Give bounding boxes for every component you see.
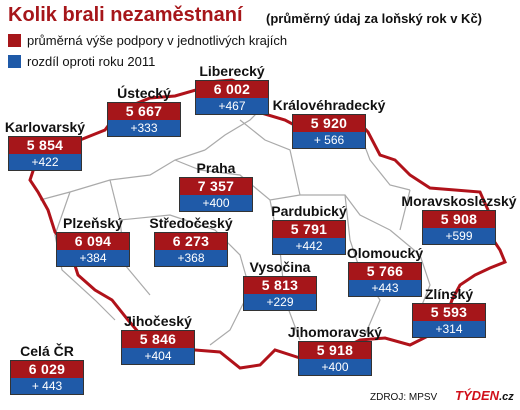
region-name: Ústecký [117, 85, 171, 101]
region-value: 5 920 [293, 115, 365, 132]
region-box: 5 854 +422 [8, 136, 82, 171]
region-value: 5 766 [349, 263, 421, 280]
legend-swatch-blue [8, 54, 21, 68]
region-jihomoravsky[interactable]: Jihomoravský 5 918 +400 [288, 324, 382, 376]
region-diff: +443 [349, 280, 421, 296]
region-diff: +333 [108, 120, 180, 136]
region-value: 6 094 [57, 233, 129, 250]
region-box: 5 813 +229 [243, 276, 317, 311]
region-diff: +368 [155, 250, 227, 266]
region-diff: +384 [57, 250, 129, 266]
region-box: 5 920 + 566 [292, 114, 366, 149]
region-moravskoslezsky[interactable]: Moravskoslezský 5 908 +599 [401, 193, 517, 245]
page-subtitle: (průměrný údaj za loňský rok v Kč) [266, 11, 483, 26]
region-value: 6 029 [11, 361, 83, 378]
region-value: 7 357 [180, 178, 252, 195]
region-diff: +400 [299, 359, 371, 375]
region-name: Celá ČR [20, 343, 74, 359]
region-name: Královéhradecký [272, 97, 386, 113]
region-diff: +467 [196, 98, 268, 114]
region-diff: +314 [413, 321, 485, 337]
region-pardubicky[interactable]: Pardubický 5 791 +442 [271, 203, 347, 255]
region-kralovehradecky[interactable]: Královéhradecký 5 920 + 566 [273, 97, 385, 149]
region-value: 5 593 [413, 304, 485, 321]
region-diff: +400 [180, 195, 252, 211]
region-name: Karlovarský [4, 119, 86, 135]
region-value: 5 846 [122, 331, 194, 348]
region-diff: +442 [273, 238, 345, 254]
legend-label: průměrná výše podpory v jednotlivých kra… [27, 32, 288, 48]
region-stredocesky[interactable]: Středočeský 6 273 +368 [149, 215, 233, 267]
region-olomoucky[interactable]: Olomoucký 5 766 +443 [347, 245, 423, 297]
region-name: Liberecký [199, 63, 265, 79]
region-name: Středočeský [149, 215, 233, 231]
brand-logo[interactable]: TÝDEN.cz [455, 388, 514, 403]
region-name: Plzeňský [63, 215, 123, 231]
region-value: 5 791 [273, 221, 345, 238]
legend-label: rozdíl oproti roku 2011 [27, 53, 156, 69]
region-plzensky[interactable]: Plzeňský 6 094 +384 [56, 215, 130, 267]
region-box: 5 908 +599 [422, 210, 496, 245]
region-diff: +404 [122, 348, 194, 364]
region-value: 5 667 [108, 103, 180, 120]
region-vysocina[interactable]: Vysočina 5 813 +229 [243, 259, 317, 311]
region-value: 6 273 [155, 233, 227, 250]
region-name: Jihomoravský [287, 324, 383, 340]
region-box: 6 029 + 443 [10, 360, 84, 395]
region-box: 5 791 +442 [272, 220, 346, 255]
region-value: 6 002 [196, 81, 268, 98]
region-name: Olomoucký [346, 245, 424, 261]
region-box: 6 002 +467 [195, 80, 269, 115]
legend-swatch-red [8, 33, 21, 47]
region-praha[interactable]: Praha 7 357 +400 [179, 160, 253, 212]
region-value: 5 908 [423, 211, 495, 228]
region-name: Moravskoslezský [401, 193, 517, 209]
source-note: ZDROJ: MPSV [370, 392, 438, 403]
region-box: 5 593 +314 [412, 303, 486, 338]
region-value: 5 813 [244, 277, 316, 294]
region-name: Zlínský [424, 286, 474, 302]
region-diff: + 566 [293, 132, 365, 148]
region-cela-cr[interactable]: Celá ČR 6 029 + 443 [10, 343, 84, 395]
brand-suffix: .cz [499, 391, 514, 403]
brand-name: TÝDEN [455, 388, 500, 403]
region-value: 5 918 [299, 342, 371, 359]
region-diff: +599 [423, 228, 495, 244]
region-ustecky[interactable]: Ústecký 5 667 +333 [107, 85, 181, 137]
region-box: 6 094 +384 [56, 232, 130, 267]
region-jihocesky[interactable]: Jihočeský 5 846 +404 [121, 313, 195, 365]
region-liberecky[interactable]: Liberecký 6 002 +467 [195, 63, 269, 115]
region-box: 6 273 +368 [154, 232, 228, 267]
region-karlovarsky[interactable]: Karlovarský 5 854 +422 [5, 119, 85, 171]
region-zlinsky[interactable]: Zlínský 5 593 +314 [412, 286, 486, 338]
region-diff: +422 [9, 154, 81, 170]
region-value: 5 854 [9, 137, 81, 154]
region-box: 5 667 +333 [107, 102, 181, 137]
region-name: Vysočina [249, 259, 311, 275]
page-title: Kolik brali nezaměstnaní [8, 4, 243, 26]
region-diff: + 443 [11, 378, 83, 394]
region-name: Pardubický [271, 203, 347, 219]
region-name: Jihočeský [124, 313, 192, 329]
region-box: 7 357 +400 [179, 177, 253, 212]
region-box: 5 766 +443 [348, 262, 422, 297]
region-diff: +229 [244, 294, 316, 310]
region-box: 5 846 +404 [121, 330, 195, 365]
legend-item-diff: rozdíl oproti roku 2011 [8, 53, 155, 69]
legend-item-support: průměrná výše podpory v jednotlivých kra… [8, 32, 287, 48]
region-box: 5 918 +400 [298, 341, 372, 376]
region-name: Praha [196, 160, 236, 176]
